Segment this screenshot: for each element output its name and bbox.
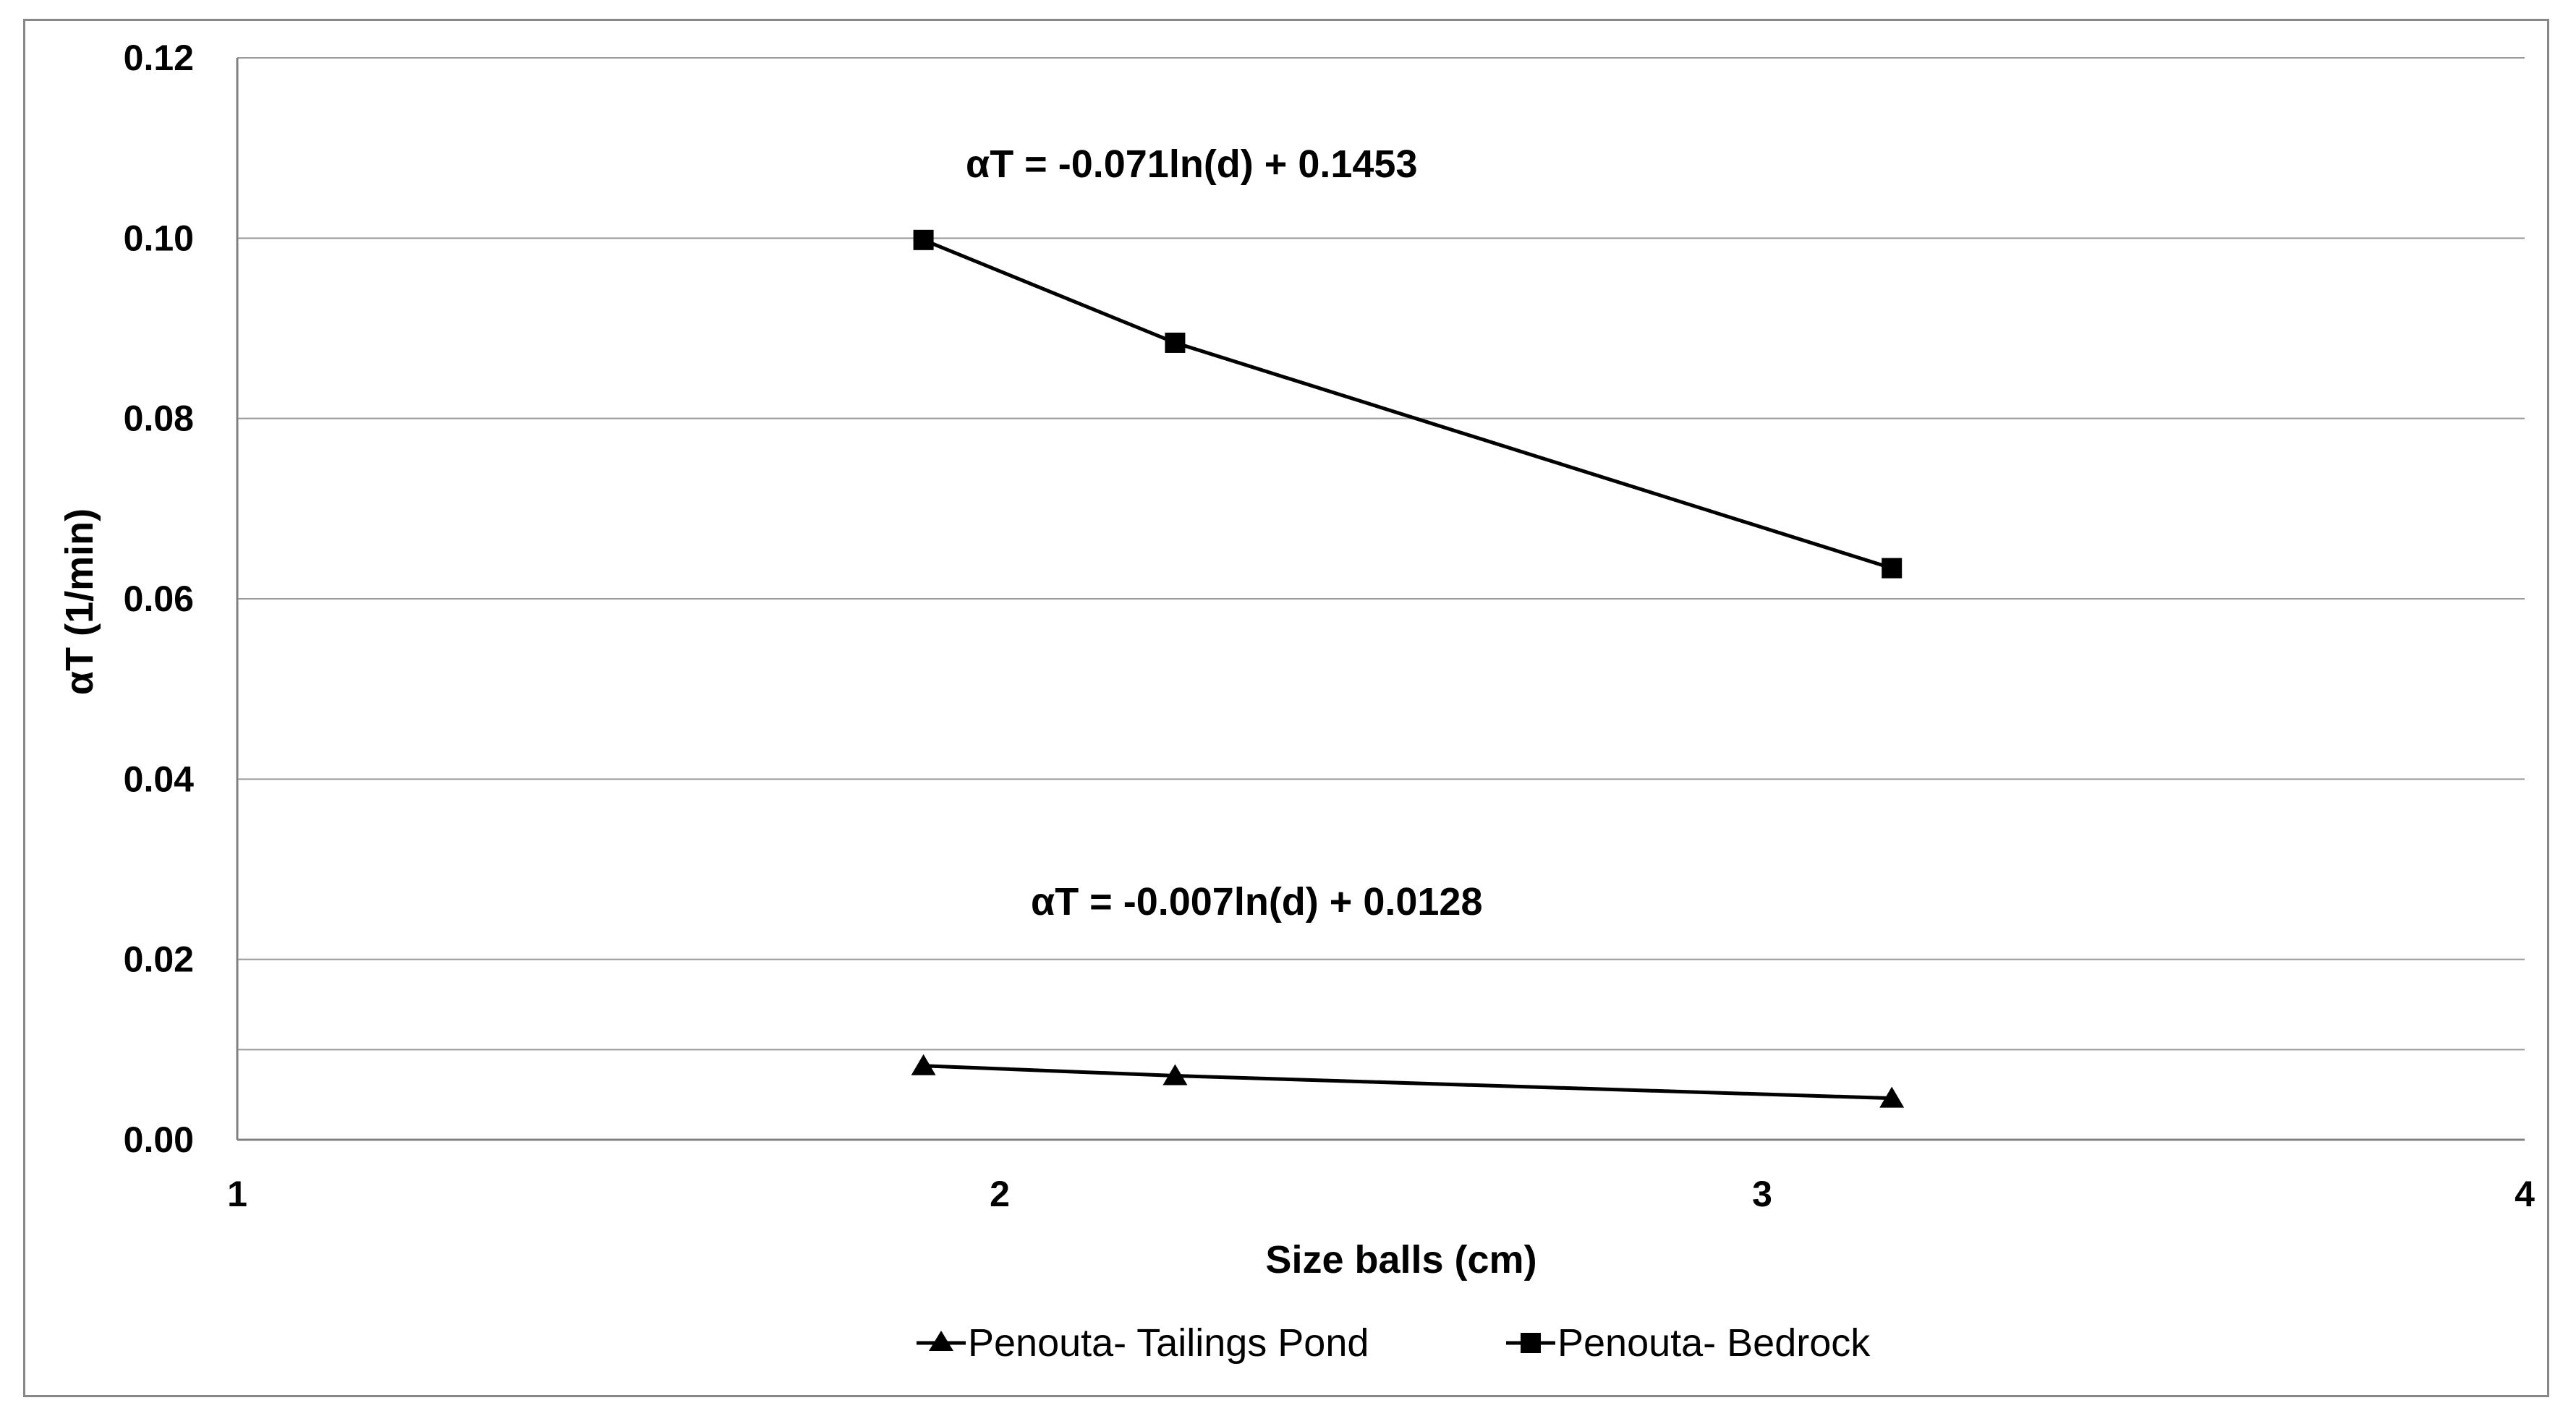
y-tick-labels: 0.00 0.02 0.04 0.06 0.08 0.10 0.12 <box>124 38 195 1160</box>
x-tick-label: 2 <box>990 1174 1010 1214</box>
legend-marker-square-icon <box>1521 1333 1541 1353</box>
x-tick-labels: 1 2 3 4 <box>227 1174 2535 1214</box>
series-lines <box>922 238 1892 1101</box>
data-point-square <box>913 229 934 250</box>
chart-frame <box>23 19 2549 1397</box>
data-point-triangle <box>1879 1086 1905 1108</box>
x-axis-title: Size balls (cm) <box>1265 1238 1536 1281</box>
y-tick-label: 0.02 <box>124 939 194 980</box>
x-tick-label: 4 <box>2515 1174 2535 1214</box>
y-axis-title: αT (1/min) <box>58 508 101 695</box>
bedrock-trend-equation: αT = -0.071ln(d) + 0.1453 <box>966 142 1417 186</box>
x-tick-label: 1 <box>227 1174 247 1214</box>
tailings-trend-equation: αT = -0.007ln(d) + 0.0128 <box>1031 880 1482 924</box>
y-tick-label: 0.06 <box>124 579 194 619</box>
y-tick-label: 0.10 <box>124 218 194 258</box>
axes <box>236 58 2525 1141</box>
series-markers <box>911 229 1905 1108</box>
legend-marker-triangle-icon <box>929 1331 953 1351</box>
gridlines <box>237 57 2525 1140</box>
legend-label-tailings-pond: Penouta- Tailings Pond <box>968 1321 1369 1365</box>
x-tick-label: 3 <box>1752 1174 1772 1214</box>
data-point-triangle <box>911 1054 936 1075</box>
legend-label-bedrock: Penouta- Bedrock <box>1557 1321 1871 1365</box>
y-tick-label: 0.12 <box>124 38 194 78</box>
y-tick-label: 0.04 <box>124 759 195 799</box>
data-point-square <box>1165 332 1186 353</box>
series-line-tailings-pond <box>923 1064 1892 1101</box>
series-line-bedrock <box>922 238 1892 570</box>
y-tick-label: 0.00 <box>124 1119 194 1160</box>
legend-item-bedrock: Penouta- Bedrock <box>1506 1321 1871 1365</box>
legend: Penouta- Tailings Pond Penouta- Bedrock <box>917 1321 1871 1365</box>
legend-item-tailings-pond: Penouta- Tailings Pond <box>917 1321 1369 1365</box>
data-point-square <box>1882 558 1903 579</box>
data-point-triangle <box>1162 1064 1188 1086</box>
y-tick-label: 0.08 <box>124 398 194 439</box>
